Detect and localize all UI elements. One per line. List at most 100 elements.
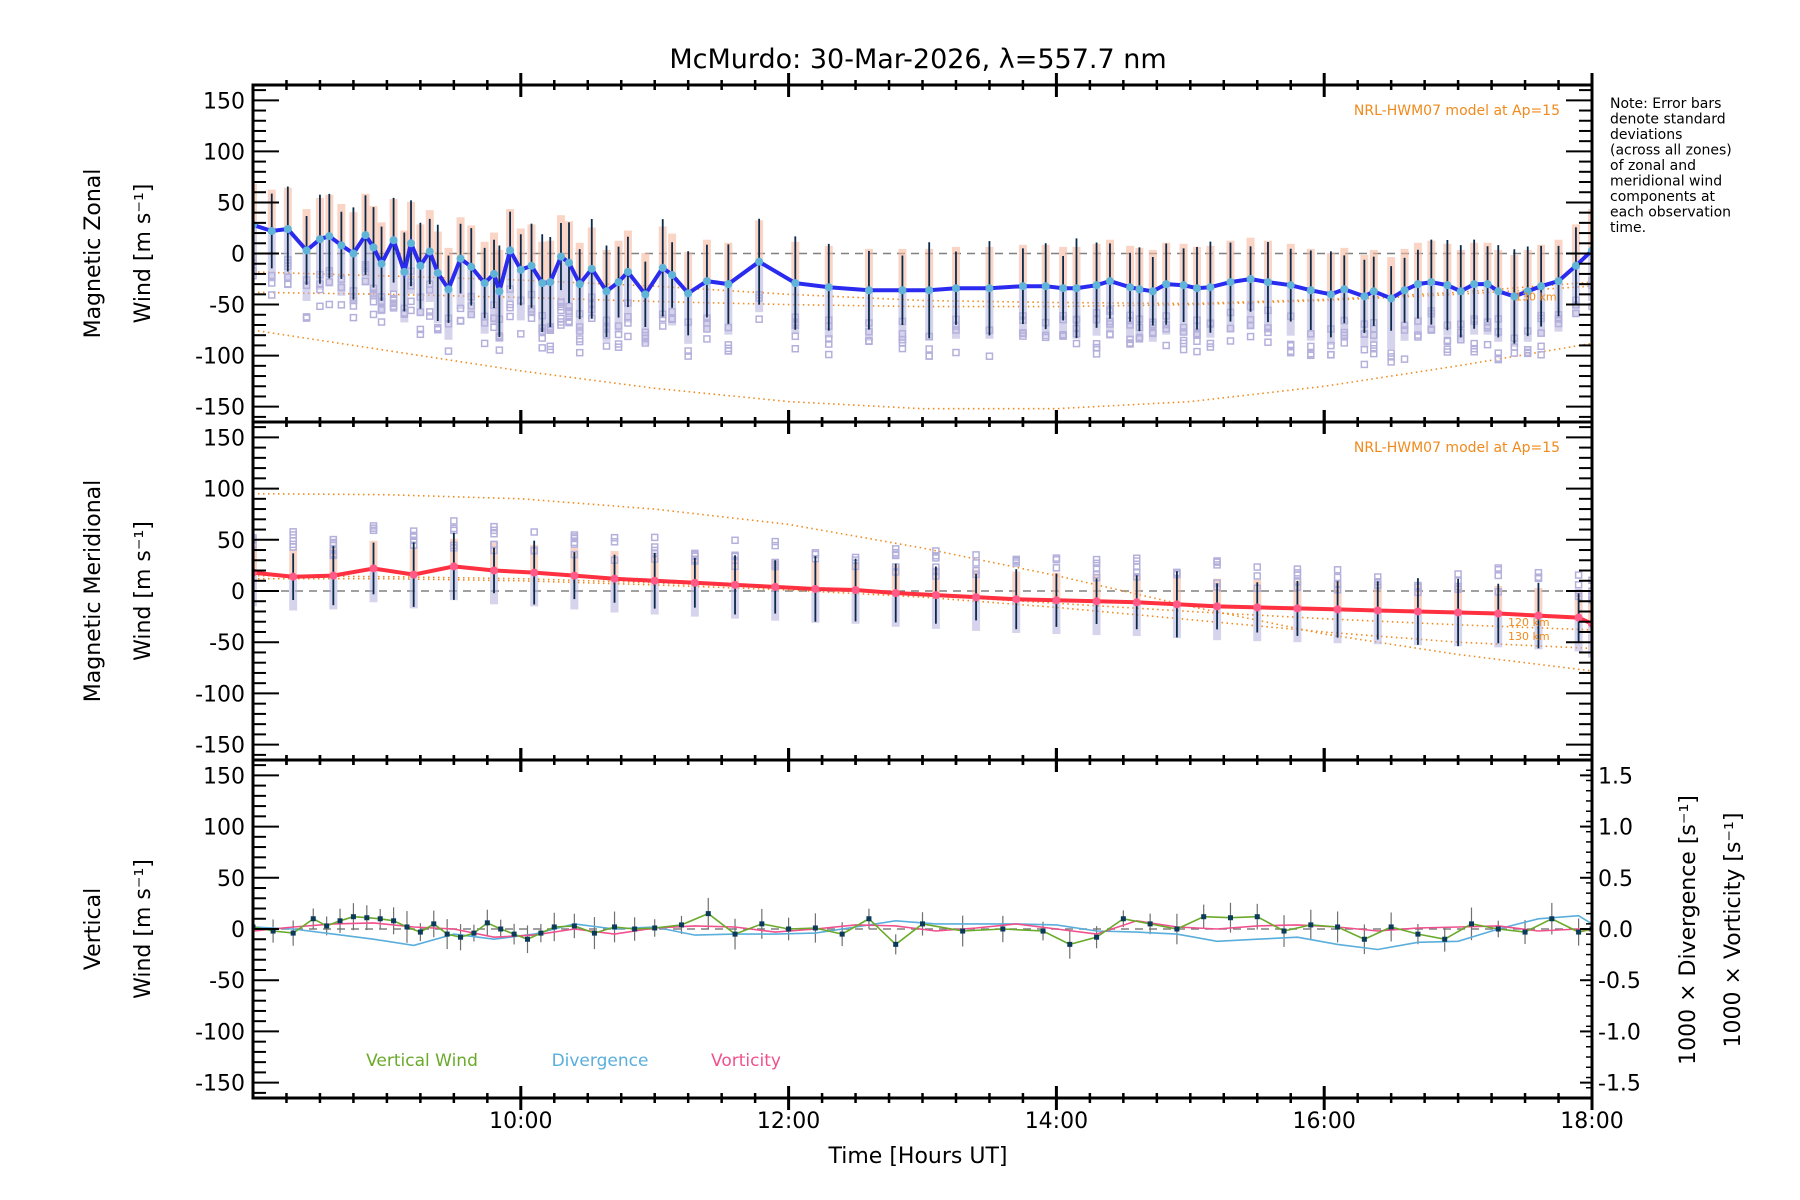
y-axis-label-line2: Wind [m s⁻¹] [131, 184, 156, 324]
zonal-wind-point [1427, 278, 1436, 287]
note-line: meridional wind [1610, 174, 1722, 190]
zone-sample-point [703, 335, 711, 343]
vertical-wind-point [1174, 926, 1180, 932]
zone-sample-point [1588, 281, 1592, 290]
zone-sample-point [825, 340, 833, 348]
meridional-wind-point [369, 564, 378, 573]
legend-divergence: Divergence [552, 1051, 649, 1071]
model-label: NRL-HWM07 model at Ap=15 [1354, 440, 1560, 456]
zone-sample-point [1523, 346, 1532, 354]
zone-sample-point [570, 533, 579, 541]
zone-sample-point [506, 312, 514, 321]
zone-sample-point [1369, 349, 1378, 358]
zone-sample-point [1179, 323, 1188, 332]
model-curve-3 [253, 329, 1592, 410]
zone-sample-point [316, 302, 324, 311]
vertical-wind-point [538, 930, 544, 936]
zone-sample-point [1264, 324, 1272, 332]
zone-sample-point [650, 533, 659, 542]
zonal-wind-point [985, 284, 994, 293]
meridional-wind-point [570, 571, 579, 580]
vertical-wind-point [471, 930, 477, 936]
zonal-wind-point [925, 286, 934, 295]
model-altitude-label: 120 km [1508, 616, 1550, 629]
y-tick-label: 50 [217, 191, 245, 216]
y-tick-label: 150 [203, 426, 245, 451]
zone-sample-point [932, 547, 940, 555]
zonal-wind-point [516, 265, 525, 274]
zone-sample-point [641, 339, 650, 347]
zone-sample-point [1572, 309, 1580, 318]
chart-title: McMurdo: 30-Mar-2026, λ=557.7 nm [669, 44, 1166, 75]
zone-sample-point [289, 528, 297, 536]
zonal-wind-point [684, 289, 693, 298]
zone-sample-point [724, 341, 733, 349]
zone-sample-point [1470, 344, 1478, 353]
note-line: of zonal and [1610, 158, 1696, 174]
vertical-wind-point [652, 925, 658, 931]
vertical-wind-point [391, 918, 397, 924]
zone-sample-point [952, 348, 960, 357]
zone-sample-point [1126, 321, 1134, 329]
zone-sample-point [1369, 331, 1378, 340]
zone-sample-point [1427, 326, 1436, 334]
vertical-wind-point [1442, 936, 1448, 942]
zone-sample-point [1193, 331, 1201, 339]
zone-sample-point [1574, 581, 1583, 589]
meridional-wind-point [1534, 611, 1543, 620]
zone-sample-point [624, 319, 632, 327]
zonal-wind-point [1192, 284, 1201, 293]
y-axis-label-line1: Magnetic Zonal [81, 169, 106, 339]
zone-sample-point [369, 291, 378, 300]
zonal-wind-point [898, 286, 907, 295]
zonal-wind-point [702, 277, 711, 286]
vertical-wind-point [377, 916, 383, 922]
zone-sample-point [565, 302, 573, 311]
meridional-wind-point [1172, 600, 1181, 609]
meridional-wind-point [931, 591, 940, 600]
x-tick-label: 18:00 [1560, 1109, 1623, 1134]
zone-sample-point [467, 310, 476, 319]
vorticity-axis-label: 1000 × Vorticity [s⁻¹] [1721, 813, 1746, 1048]
y-tick-label: -100 [195, 682, 245, 707]
vorticity-line [253, 919, 1592, 939]
zone-sample-point [456, 317, 465, 325]
y-axis-label-line1: Vertical [81, 888, 106, 970]
zonal-wind-point [1369, 287, 1378, 296]
zone-sample-point [557, 314, 565, 323]
zone-sample-point [407, 306, 415, 315]
zonal-wind-point [425, 247, 434, 256]
zone-sample-point [1374, 573, 1382, 581]
zone-sample-point [1387, 353, 1395, 361]
vertical-wind-point [364, 915, 370, 921]
meridional-wind-point [329, 571, 338, 580]
zone-sample-point [1179, 339, 1188, 348]
zone-sample-point [1106, 320, 1114, 328]
zonal-wind-point [1206, 283, 1215, 292]
model-altitude-label: 130 km [1508, 630, 1550, 643]
zone-sample-point [1327, 351, 1335, 359]
meridional-wind-point [1413, 607, 1422, 616]
zone-sample-point [253, 258, 257, 267]
meridional-wind-point [1052, 596, 1061, 605]
zonal-wind-point [400, 267, 409, 276]
vertical-wind-point [1361, 936, 1367, 942]
vertical-wind-point [960, 928, 966, 934]
zonal-wind-point [1263, 278, 1272, 287]
zone-sample-point [1226, 324, 1235, 333]
y-tick-label: -150 [195, 396, 245, 421]
zone-sample-point [1253, 563, 1261, 571]
zonal-wind-point [641, 290, 650, 299]
zone-sample-point [450, 526, 458, 535]
zonal-wind-point [302, 246, 311, 255]
zone-spread-lower [253, 572, 257, 607]
meridional-wind-point [972, 593, 981, 602]
zone-sample-point [1293, 571, 1302, 579]
zone-sample-point [1307, 342, 1315, 351]
x-tick-label: 16:00 [1292, 1109, 1355, 1134]
x-tick-label: 10:00 [489, 1109, 552, 1134]
vertical-wind-point [1094, 934, 1100, 940]
zonal-wind-point [389, 236, 398, 245]
zone-sample-point [1333, 573, 1342, 582]
zone-sample-point [602, 342, 611, 350]
